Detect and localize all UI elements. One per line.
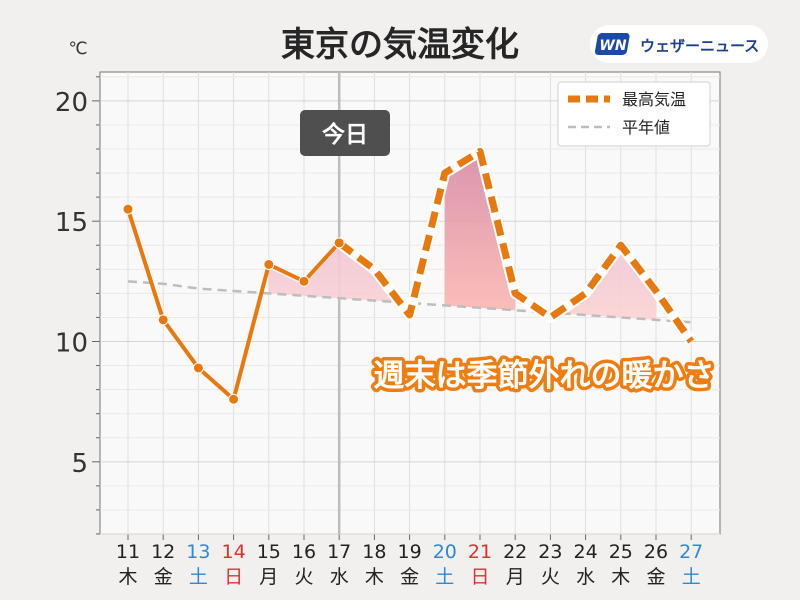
x-weekday-label: 月 — [259, 566, 278, 588]
x-day-label: 23 — [538, 541, 562, 563]
max-temp-point — [298, 275, 310, 287]
brand-logo: WN ウェザーニュース — [590, 25, 768, 63]
x-day-label: 19 — [398, 541, 422, 563]
max-temp-point — [192, 362, 204, 374]
x-day-label: 22 — [503, 541, 527, 563]
x-weekday-label: 日 — [224, 566, 243, 588]
x-weekday-label: 土 — [189, 566, 208, 588]
x-axis-labels: 11木12金13土14日15月16火17水18木19金20土21日22月23火2… — [116, 541, 703, 588]
x-day-label: 26 — [644, 541, 668, 563]
x-day-label: 13 — [186, 541, 210, 563]
today-label: 今日 — [322, 121, 368, 148]
normal-temp-line — [127, 280, 692, 324]
warm-fill-weekend — [444, 157, 516, 311]
y-axis-unit: ℃ — [68, 39, 87, 59]
y-tick-label: 10 — [55, 329, 88, 359]
max-temp-point — [263, 259, 275, 270]
x-weekday-label: 土 — [682, 566, 701, 588]
x-day-label: 12 — [151, 541, 175, 563]
x-weekday-label: 金 — [154, 566, 173, 588]
x-weekday-label: 月 — [506, 566, 525, 588]
max-temp-forecast-line — [337, 147, 695, 344]
y-tick-label: 15 — [55, 208, 88, 238]
brand-name: ウェザーニュース — [640, 37, 759, 55]
today-badge: 今日 — [300, 110, 390, 156]
y-tick-label: 5 — [71, 449, 88, 479]
x-day-label: 20 — [433, 541, 457, 563]
y-tick-label: 20 — [55, 88, 88, 118]
brand-logo-mark: WN — [599, 38, 626, 54]
x-weekday-label: 金 — [400, 566, 419, 588]
max-temp-point — [333, 237, 345, 249]
grid-lines — [100, 72, 720, 540]
chart-title: 東京の気温変化 — [281, 25, 519, 65]
x-day-label: 18 — [362, 541, 386, 563]
x-weekday-label: 木 — [118, 566, 137, 588]
x-day-label: 17 — [327, 541, 351, 563]
series-lines — [122, 145, 696, 405]
x-day-label: 24 — [574, 541, 598, 563]
x-day-label: 27 — [679, 541, 703, 563]
x-weekday-label: 水 — [330, 566, 349, 588]
x-weekday-label: 木 — [365, 566, 384, 588]
max-temp-point — [157, 314, 169, 326]
x-day-label: 25 — [609, 541, 633, 563]
x-weekday-label: 土 — [435, 566, 454, 588]
x-day-label: 21 — [468, 541, 492, 563]
legend-label-max-temp: 最高気温 — [622, 90, 686, 109]
x-weekday-label: 日 — [470, 566, 489, 588]
x-day-label: 14 — [222, 541, 246, 563]
x-weekday-label: 火 — [541, 566, 560, 588]
x-weekday-label: 火 — [294, 566, 313, 588]
x-weekday-label: 木 — [611, 566, 630, 588]
legend: 最高気温 平年値 — [557, 81, 711, 147]
x-day-label: 11 — [116, 541, 140, 563]
x-weekday-label: 水 — [576, 566, 595, 588]
x-day-label: 16 — [292, 541, 316, 563]
annotation-text: 週末は季節外れの暖かさ — [374, 358, 715, 394]
max-temp-point — [228, 393, 240, 405]
legend-label-normal: 平年値 — [622, 118, 670, 137]
x-day-label: 15 — [257, 541, 281, 563]
max-temp-point — [122, 203, 134, 215]
x-weekday-label: 金 — [646, 566, 665, 588]
y-axis-ticks: 5 10 15 20 — [55, 76, 100, 535]
